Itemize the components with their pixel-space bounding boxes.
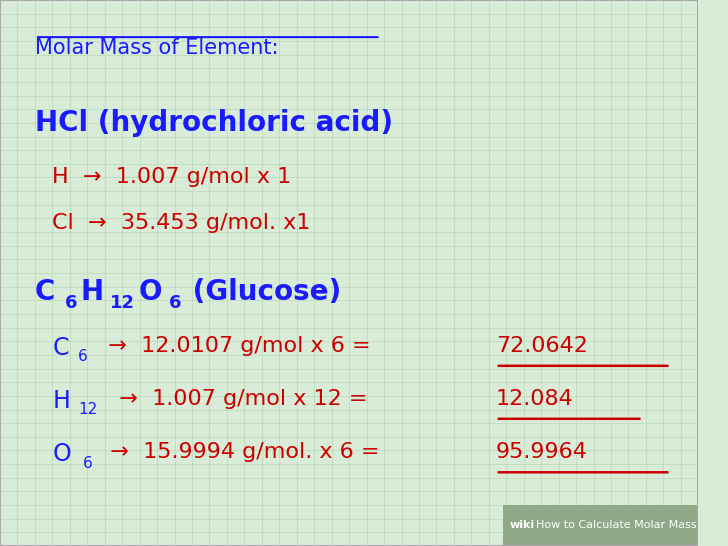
FancyBboxPatch shape <box>503 505 698 546</box>
Text: 6: 6 <box>82 456 92 471</box>
Text: Cl  →  35.453 g/mol. x1: Cl → 35.453 g/mol. x1 <box>52 213 311 233</box>
Text: 12.084: 12.084 <box>496 389 574 409</box>
Text: wiki: wiki <box>510 520 535 530</box>
Text: →  1.007 g/mol x 12 =: → 1.007 g/mol x 12 = <box>105 389 374 409</box>
Text: 6: 6 <box>65 294 77 312</box>
Text: O: O <box>52 442 71 466</box>
Text: C: C <box>35 278 55 306</box>
Text: H  →  1.007 g/mol x 1: H → 1.007 g/mol x 1 <box>52 167 292 187</box>
Text: →  12.0107 g/mol x 6 =: → 12.0107 g/mol x 6 = <box>94 336 371 356</box>
Text: 6: 6 <box>78 349 88 364</box>
Text: H: H <box>52 389 70 413</box>
Text: Molar Mass of Element:: Molar Mass of Element: <box>35 38 278 58</box>
Text: 12: 12 <box>78 402 98 417</box>
Text: 95.9964: 95.9964 <box>496 442 587 462</box>
Text: →  15.9994 g/mol. x 6 =: → 15.9994 g/mol. x 6 = <box>96 442 387 462</box>
Text: 12: 12 <box>111 294 135 312</box>
Text: 6: 6 <box>169 294 181 312</box>
Text: O: O <box>138 278 162 306</box>
Text: C: C <box>52 336 69 360</box>
Text: H: H <box>80 278 103 306</box>
Text: (Glucose): (Glucose) <box>183 278 341 306</box>
Text: HCl (hydrochloric acid): HCl (hydrochloric acid) <box>35 109 393 137</box>
Text: 72.0642: 72.0642 <box>496 336 587 356</box>
Text: How to Calculate Molar Mass: How to Calculate Molar Mass <box>537 520 697 530</box>
